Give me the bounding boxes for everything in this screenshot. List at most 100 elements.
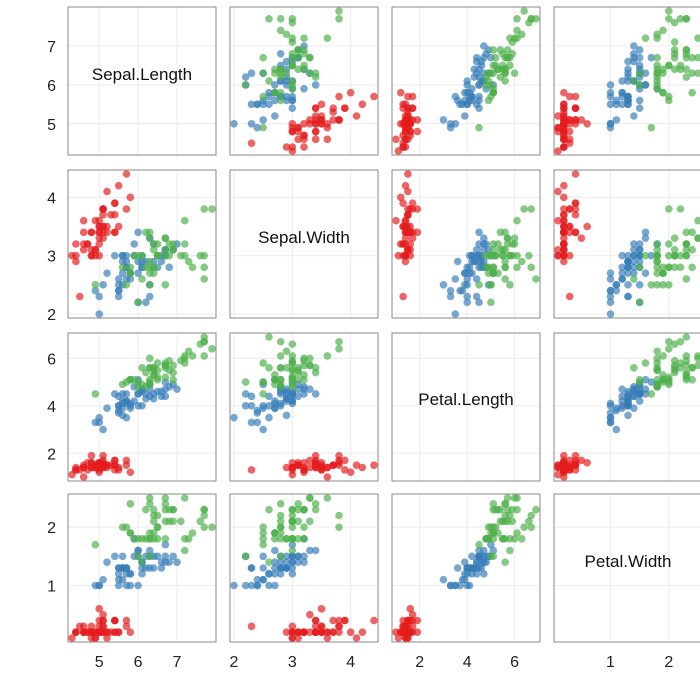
- point-setosa: [282, 463, 291, 472]
- point-setosa: [408, 92, 417, 101]
- point-virginica: [682, 53, 691, 62]
- point-virginica: [517, 257, 526, 266]
- panel-frame-sepal-width-vs-sepal-length: [67, 169, 217, 319]
- point-versicolor: [463, 281, 471, 289]
- point-virginica: [513, 251, 521, 260]
- point-versicolor: [463, 292, 471, 301]
- point-versicolor: [103, 558, 111, 566]
- point-virginica: [149, 517, 158, 526]
- point-setosa: [352, 461, 361, 469]
- point-setosa: [91, 634, 100, 642]
- point-setosa: [311, 135, 320, 144]
- point-setosa: [294, 461, 302, 469]
- point-versicolor: [635, 281, 644, 289]
- point-versicolor: [282, 564, 291, 572]
- point-virginica: [665, 251, 673, 260]
- point-virginica: [142, 228, 150, 237]
- point-setosa: [126, 193, 135, 202]
- point-virginica: [300, 535, 308, 543]
- point-versicolor: [480, 246, 488, 254]
- point-setosa: [311, 451, 320, 460]
- panel-petal-length-vs-sepal-width: [230, 333, 378, 481]
- point-versicolor: [253, 418, 262, 427]
- point-virginica: [335, 7, 343, 15]
- point-virginica: [525, 517, 533, 526]
- point-virginica: [276, 552, 285, 561]
- point-versicolor: [624, 292, 632, 301]
- point-setosa: [282, 143, 291, 151]
- point-virginica: [149, 535, 158, 543]
- panel-frame-sepal-length-vs-petal-width: [553, 6, 700, 156]
- point-versicolor: [446, 292, 455, 301]
- point-versicolor: [612, 406, 621, 415]
- point-virginica: [142, 368, 150, 377]
- point-virginica: [682, 14, 691, 23]
- point-virginica: [641, 34, 650, 43]
- point-versicolor: [465, 263, 474, 272]
- point-setosa: [560, 222, 568, 231]
- point-setosa: [311, 616, 320, 625]
- point-versicolor: [612, 281, 621, 289]
- point-setosa: [560, 100, 568, 109]
- point-versicolor: [271, 581, 279, 590]
- point-versicolor: [259, 402, 267, 410]
- point-layer: [68, 7, 700, 642]
- point-virginica: [513, 529, 521, 537]
- point-virginica: [288, 505, 297, 514]
- point-versicolor: [114, 581, 123, 590]
- point-versicolor: [306, 546, 314, 555]
- point-virginica: [520, 205, 528, 213]
- point-virginica: [665, 7, 673, 15]
- point-virginica: [489, 269, 498, 277]
- point-virginica: [180, 535, 189, 543]
- point-virginica: [513, 494, 521, 502]
- point-virginica: [180, 251, 189, 260]
- point-versicolor: [461, 558, 469, 566]
- point-setosa: [107, 461, 115, 469]
- point-versicolor: [122, 581, 131, 590]
- point-virginica: [288, 352, 297, 360]
- point-setosa: [95, 622, 104, 631]
- point-virginica: [323, 34, 332, 43]
- point-versicolor: [439, 281, 448, 289]
- x-tick-sepal-length: 7: [173, 654, 182, 671]
- point-setosa: [560, 246, 568, 254]
- point-setosa: [72, 628, 80, 636]
- point-virginica: [676, 337, 685, 346]
- point-versicolor: [439, 575, 448, 584]
- point-virginica: [200, 337, 209, 346]
- panel-frame-sepal-width-vs-petal-length: [391, 169, 541, 319]
- point-virginica: [288, 14, 297, 23]
- point-virginica: [508, 240, 517, 248]
- point-versicolor: [282, 558, 291, 566]
- panel-frame-sepal-length-vs-sepal-width: [229, 6, 379, 156]
- point-virginica: [676, 205, 685, 213]
- point-setosa: [99, 211, 107, 219]
- point-virginica: [126, 500, 135, 508]
- panel-sepal-width-vs-petal-length: [392, 170, 540, 318]
- point-setosa: [114, 181, 123, 190]
- point-setosa: [107, 628, 115, 636]
- point-setosa: [560, 193, 568, 202]
- point-virginica: [142, 505, 150, 514]
- point-setosa: [565, 139, 574, 148]
- point-versicolor: [95, 310, 104, 318]
- point-versicolor: [463, 275, 471, 283]
- point-setosa: [317, 628, 326, 636]
- point-virginica: [122, 281, 131, 289]
- point-versicolor: [114, 281, 123, 289]
- point-virginica: [294, 46, 302, 54]
- point-setosa: [560, 143, 568, 151]
- point-virginica: [288, 61, 297, 70]
- point-setosa: [95, 234, 104, 242]
- point-versicolor: [265, 392, 273, 401]
- point-virginica: [482, 535, 490, 543]
- point-versicolor: [294, 552, 302, 561]
- point-virginica: [670, 46, 679, 54]
- point-setosa: [95, 628, 104, 636]
- point-virginica: [670, 368, 679, 377]
- point-virginica: [532, 275, 540, 283]
- point-setosa: [370, 616, 378, 625]
- point-versicolor: [618, 275, 626, 283]
- point-virginica: [208, 523, 216, 531]
